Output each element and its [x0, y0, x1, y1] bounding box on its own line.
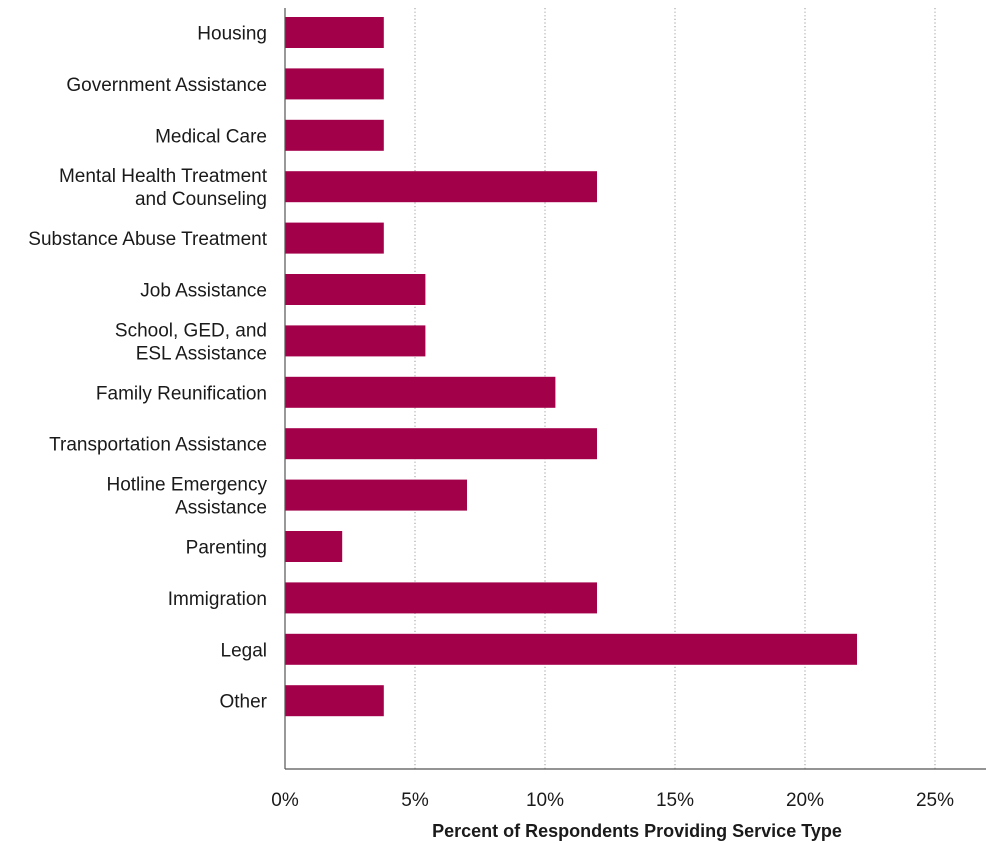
category-label: Substance Abuse Treatment: [28, 229, 267, 250]
category-label: Legal: [221, 640, 268, 661]
bar: [285, 685, 384, 717]
category-label: Job Assistance: [140, 281, 267, 302]
category-label: Housing: [197, 24, 267, 45]
category-label: Parenting: [186, 538, 267, 559]
bar: [285, 119, 384, 151]
category-label: School, GED, and ESL Assistance: [115, 320, 267, 364]
x-tick-label: 5%: [401, 790, 429, 811]
category-label: Other: [219, 692, 267, 713]
bar: [285, 479, 467, 511]
x-tick-label: 25%: [916, 790, 954, 811]
bar: [285, 68, 384, 100]
x-tick-label: 15%: [656, 790, 694, 811]
bar: [285, 274, 426, 305]
bar: [285, 171, 597, 203]
category-label: Hotline Emergency Assistance: [106, 475, 267, 519]
bar: [285, 428, 597, 460]
bar: [285, 531, 343, 562]
bar: [285, 376, 556, 408]
category-label: Immigration: [168, 589, 267, 610]
category-label: Family Reunification: [96, 383, 267, 404]
category-label: Mental Health Treatment and Counseling: [59, 166, 268, 210]
x-tick-labels: 0% 5% 10% 15% 20% 25%: [271, 790, 954, 811]
bar: [285, 222, 384, 254]
bar: [285, 325, 426, 357]
x-tick-label: 20%: [786, 790, 824, 811]
category-labels: Housing Government Assistance Medical Care…: [28, 24, 267, 713]
bar: [285, 582, 597, 614]
x-tick-label: 10%: [526, 790, 564, 811]
category-label: Medical Care: [155, 126, 267, 147]
category-label: Government Assistance: [66, 75, 267, 96]
x-axis-title: Percent of Respondents Providing Service…: [432, 821, 842, 841]
bar: [285, 633, 857, 665]
bars: [285, 17, 857, 717]
bar: [285, 17, 384, 48]
axes: [284, 8, 986, 770]
x-tick-label: 0%: [271, 790, 299, 811]
category-label: Transportation Assistance: [49, 435, 267, 456]
